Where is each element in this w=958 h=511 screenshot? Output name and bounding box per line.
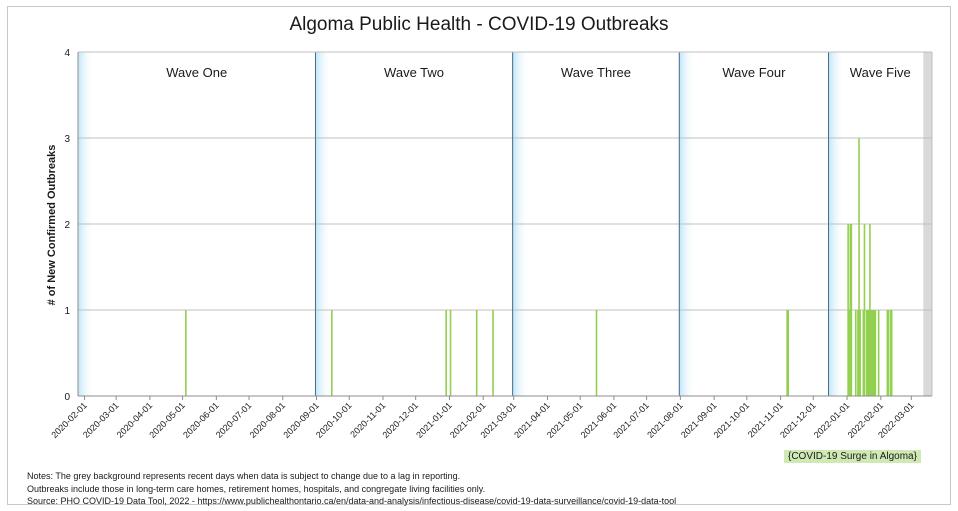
outbreak-bar xyxy=(886,310,889,396)
note-line-outbreaks: Outbreaks include those in long-term car… xyxy=(27,483,486,494)
outbreak-bar xyxy=(877,310,880,396)
outbreak-bar xyxy=(866,310,869,396)
outbreak-bar xyxy=(475,310,478,396)
surge-label: {COVID-19 Surge in Algoma} xyxy=(784,450,921,463)
outbreak-bar xyxy=(871,310,873,396)
outbreak-bar xyxy=(786,310,788,396)
outbreak-bar xyxy=(848,310,851,396)
chart-frame xyxy=(7,6,951,505)
wave-label-5: Wave Five xyxy=(850,65,911,80)
y-tick-label: 4 xyxy=(64,48,70,59)
outbreak-bar xyxy=(595,310,598,396)
note-line-grey: Notes: The grey background represents re… xyxy=(27,471,461,481)
wave-label-2: Wave Two xyxy=(384,65,444,80)
outbreak-bar xyxy=(857,310,859,396)
outbreak-bar xyxy=(869,224,871,396)
y-tick-label: 1 xyxy=(64,306,70,317)
wave-label-4: Wave Four xyxy=(722,65,786,80)
outbreak-bar xyxy=(870,310,872,396)
chart-title: Algoma Public Health - COVID-19 Outbreak… xyxy=(289,14,669,35)
outbreak-bar xyxy=(331,310,333,396)
outbreak-bar xyxy=(873,310,876,396)
outbreak-bar xyxy=(850,224,853,396)
outbreak-bar xyxy=(859,310,861,396)
outbreak-bar xyxy=(185,310,187,396)
chart-notes: Notes: The grey background represents re… xyxy=(27,470,676,508)
outbreak-bar xyxy=(445,310,447,396)
outbreak-bar xyxy=(847,224,849,396)
x-tick-label: 2020-10-01 xyxy=(314,400,354,440)
outbreak-bar xyxy=(890,310,893,396)
outbreak-bar xyxy=(868,310,870,396)
note-line-source: Source: PHO COVID-19 Data Tool, 2022 - h… xyxy=(27,496,677,506)
y-tick-label: 3 xyxy=(64,134,70,145)
x-tick-label: 2021-10-01 xyxy=(712,400,752,440)
wave-label-1: Wave One xyxy=(166,65,227,80)
outbreak-bar xyxy=(862,310,865,396)
outbreak-bar xyxy=(865,310,868,396)
outbreak-bar xyxy=(858,138,860,396)
outbreak-bar xyxy=(849,224,852,396)
outbreak-bar xyxy=(874,310,877,396)
outbreak-bar xyxy=(787,310,790,396)
outbreak-bar xyxy=(492,310,494,396)
y-tick-label: 2 xyxy=(64,220,70,231)
wave-label-3: Wave Three xyxy=(561,65,631,80)
outbreak-bar xyxy=(889,310,892,396)
y-tick-label: 0 xyxy=(64,392,70,403)
outbreak-bar xyxy=(449,310,452,396)
outbreak-bar xyxy=(863,224,866,396)
outbreak-bar xyxy=(872,310,874,396)
outbreak-bar xyxy=(854,310,857,396)
outbreak-bar xyxy=(887,310,890,396)
